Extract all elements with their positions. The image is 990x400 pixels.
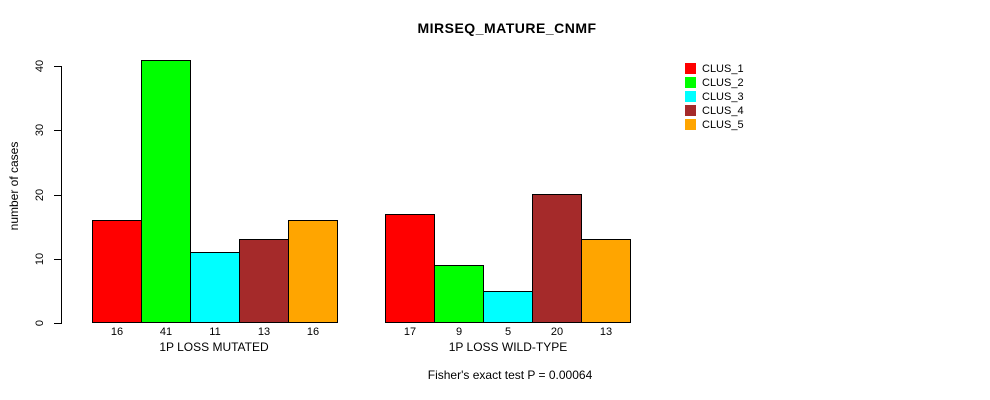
y-tick-label-10: 10 (34, 252, 46, 265)
legend-swatch-clus-2 (685, 77, 696, 88)
bar-clus_2-group1 (141, 60, 191, 323)
bar-value-clus_5-group2: 13 (599, 326, 613, 338)
bar-value-clus_4-group2: 20 (550, 326, 564, 338)
bar-clus_4-group1 (239, 239, 289, 323)
y-axis-title: number of cases (7, 141, 21, 231)
legend-swatch-clus-4 (685, 105, 696, 116)
legend-swatch-clus-1 (685, 63, 696, 74)
legend-swatch-clus-5 (685, 119, 696, 130)
group-label-mutated: 1P LOSS MUTATED (159, 340, 269, 354)
y-axis-line (61, 66, 62, 324)
bar-value-clus_3-group1: 11 (209, 326, 221, 338)
group-label-wild-type: 1P LOSS WILD-TYPE (448, 340, 568, 354)
bar-value-clus_1-group2: 17 (403, 326, 417, 338)
y-tick-0 (54, 323, 61, 324)
bar-clus_2-group2 (434, 265, 484, 323)
bar-clus_3-group1 (190, 252, 240, 323)
bar-clus_1-group2 (385, 214, 435, 323)
y-tick-label-20: 20 (34, 188, 46, 201)
bar-clus_5-group1 (288, 220, 338, 323)
chart-title: MIRSEQ_MATURE_CNMF (417, 20, 597, 36)
legend-label-clus-1: CLUS_1 (702, 63, 744, 75)
bar-value-clus_2-group2: 9 (455, 326, 463, 338)
y-tick-40 (54, 66, 61, 67)
bar-clus_4-group2 (532, 194, 582, 323)
fisher-test-caption: Fisher's exact test P = 0.00064 (427, 368, 593, 382)
legend-swatch-clus-3 (685, 91, 696, 102)
bar-clus_5-group2 (581, 239, 631, 323)
bar-value-clus_2-group1: 41 (159, 326, 173, 338)
legend-label-clus-4: CLUS_4 (702, 105, 744, 117)
y-tick-label-30: 30 (34, 124, 46, 137)
y-tick-20 (54, 194, 61, 196)
legend-label-clus-3: CLUS_3 (702, 91, 744, 103)
legend-label-clus-2: CLUS_2 (702, 77, 744, 89)
bar-clus_1-group1 (92, 220, 142, 323)
bar-value-clus_1-group1: 16 (110, 326, 124, 338)
legend-label-clus-5: CLUS_5 (702, 119, 744, 131)
y-tick-label-0: 0 (34, 319, 46, 327)
bar-value-clus_3-group2: 5 (504, 326, 512, 338)
bar-clus_3-group2 (483, 291, 533, 323)
y-tick-30 (54, 130, 61, 132)
bar-value-clus_5-group1: 16 (306, 326, 320, 338)
y-tick-label-40: 40 (34, 59, 46, 73)
y-tick-10 (54, 258, 61, 260)
bar-value-clus_4-group1: 13 (257, 326, 271, 338)
